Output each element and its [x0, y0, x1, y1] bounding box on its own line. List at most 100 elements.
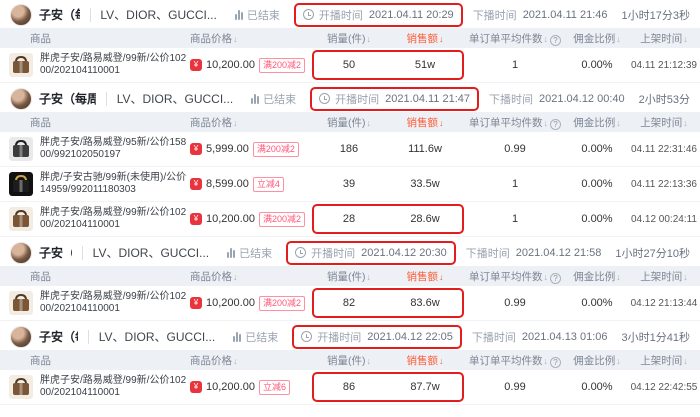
- commission-rate: 0.00%: [581, 213, 613, 225]
- end-time-value: 2021.04.13 01:06: [521, 330, 608, 343]
- listed-time: 04.12 22:42:55: [630, 381, 698, 393]
- column-header-commission[interactable]: 佣金比例↓: [573, 270, 621, 283]
- product-row[interactable]: 胖虎子安/路易威登/99新/公价10200/202104110001 ¥ 10,…: [0, 48, 700, 83]
- column-header-product: 商品: [30, 32, 51, 45]
- sort-arrow-icon: ↓: [233, 355, 238, 366]
- column-header-price[interactable]: 商品价格↓: [190, 32, 238, 45]
- sales-amount: 28.6w: [410, 213, 440, 225]
- commission-rate: 0.00%: [581, 178, 613, 190]
- column-header-product: 商品: [30, 354, 51, 367]
- sort-arrow-icon: ↓: [616, 117, 621, 128]
- streamer-avatar[interactable]: [10, 241, 32, 264]
- sort-arrow-icon: ↓: [616, 33, 621, 44]
- table-body: 胖虎子安/路易威登/99新/公价10200/202104110001 ¥ 10,…: [0, 286, 700, 321]
- start-time-value: 2021.04.12 22:05: [367, 330, 453, 343]
- product-price: 10,200.00: [206, 381, 255, 393]
- sales-qty: 28: [342, 213, 356, 225]
- sort-arrow-icon: ↓: [543, 271, 549, 282]
- stream-duration: 3小时1分41秒: [621, 331, 690, 344]
- clock-icon: [301, 331, 313, 342]
- table-body: 胖虎子安/路易威登/99新/公价10200/202104110001 ¥ 10,…: [0, 370, 700, 405]
- product-image: [9, 207, 33, 231]
- sort-arrow-icon: ↓: [683, 355, 688, 366]
- column-header-commission[interactable]: 佣金比例↓: [573, 354, 621, 367]
- sales-qty: 39: [342, 178, 356, 190]
- session-header: 子安（每周日～周四... LV、DIOR、GUCCI... 已结束 开播时间 2…: [0, 239, 700, 266]
- product-row[interactable]: 胖虎子安/路易威登/95新/公价15800/992102050197 ¥ 5,9…: [0, 132, 700, 167]
- streamer-avatar[interactable]: [10, 3, 32, 26]
- flash-price-icon: ¥: [190, 381, 202, 393]
- product-row[interactable]: 胖虎/子安古驰/99新(未使用)/公价14959/992011180303 ¥ …: [0, 167, 700, 202]
- streamer-name[interactable]: 子安（每周日～周四...: [39, 330, 78, 344]
- column-header-commission[interactable]: 佣金比例↓: [573, 116, 621, 129]
- discount-tag: 满200减2: [258, 211, 305, 227]
- help-icon[interactable]: ?: [550, 118, 561, 130]
- listed-time: 04.11 21:12:39: [631, 59, 697, 71]
- column-header-price[interactable]: 商品价格↓: [190, 354, 238, 367]
- column-header-avg-items[interactable]: 单订单平均件数↓?: [464, 115, 566, 130]
- column-header-qty[interactable]: 销量(件)↓: [327, 32, 371, 45]
- column-header-qty[interactable]: 销量(件)↓: [327, 270, 371, 283]
- product-row[interactable]: 胖虎子安/路易威登/99新/公价10200/202104110001 ¥ 10,…: [0, 286, 700, 321]
- column-header-qty[interactable]: 销量(件)↓: [327, 116, 371, 129]
- help-icon[interactable]: ?: [550, 34, 561, 46]
- stream-duration: 1小时27分10秒: [615, 247, 690, 260]
- streamer-avatar[interactable]: [10, 325, 32, 348]
- column-header-price[interactable]: 商品价格↓: [190, 270, 238, 283]
- start-time-label: 开播时间: [318, 9, 363, 22]
- streamer-name[interactable]: 子安（每周日～周四...: [39, 92, 97, 106]
- commission-rate: 0.00%: [581, 59, 613, 71]
- column-header-amount[interactable]: 销售额↓: [406, 32, 444, 45]
- status-label: 已结束: [239, 247, 273, 260]
- end-time-group: 下播时间 2021.04.11 21:46: [473, 7, 608, 23]
- column-header-amount[interactable]: 销售额↓: [406, 354, 444, 367]
- avg-items-per-order: 1: [511, 213, 519, 225]
- annotation-box-start-time: 开播时间 2021.04.11 20:29: [293, 2, 463, 27]
- help-icon[interactable]: ?: [550, 272, 561, 284]
- streamer-name[interactable]: 子安（每周日～周四...: [39, 246, 73, 260]
- product-row[interactable]: 胖虎子安/路易威登/99新/公价10200/202104110001 ¥ 10,…: [0, 202, 700, 237]
- avg-items-per-order: 1: [511, 59, 519, 71]
- column-header-listed-time[interactable]: 上架时间↓: [640, 354, 688, 367]
- commission-rate: 0.00%: [581, 381, 613, 393]
- column-header-listed-time[interactable]: 上架时间↓: [640, 32, 688, 45]
- product-cell: 胖虎/子安古驰/99新(未使用)/公价14959/992011180303: [0, 172, 190, 196]
- status-label: 已结束: [246, 9, 280, 22]
- product-image: [9, 53, 33, 77]
- listed-time: 04.11 22:31:46: [631, 143, 697, 155]
- session-header: 子安（每周日～周四... LV、DIOR、GUCCI... 已结束 开播时间 2…: [0, 85, 700, 112]
- annotation-box-start-time: 开播时间 2021.04.11 21:47: [310, 86, 479, 111]
- column-header-amount[interactable]: 销售额↓: [406, 116, 444, 129]
- column-header-commission[interactable]: 佣金比例↓: [573, 32, 621, 45]
- column-header-product: 商品: [30, 270, 51, 283]
- column-header-listed-time[interactable]: 上架时间↓: [640, 116, 688, 129]
- column-header-avg-items[interactable]: 单订单平均件数↓?: [464, 353, 566, 368]
- product-name: 胖虎子安/路易威登/95新/公价15800/992102050197: [40, 137, 187, 160]
- bar-chart-icon: [234, 9, 243, 20]
- product-image: [9, 172, 33, 196]
- sales-qty: 50: [342, 59, 356, 71]
- column-header-avg-items[interactable]: 单订单平均件数↓?: [464, 269, 566, 284]
- start-time-value: 2021.04.11 20:29: [368, 8, 454, 21]
- flash-price-icon: ¥: [190, 178, 202, 190]
- streamer-name[interactable]: 子安（每周日～周四...: [39, 8, 80, 22]
- help-icon[interactable]: ?: [550, 356, 561, 368]
- product-row[interactable]: 胖虎子安/路易威登/99新/公价10200/202104110001 ¥ 10,…: [0, 370, 700, 405]
- column-header-avg-items[interactable]: 单订单平均件数↓?: [464, 31, 566, 46]
- brand-list: LV、DIOR、GUCCI...: [98, 330, 216, 344]
- brand-list: LV、DIOR、GUCCI...: [100, 8, 217, 22]
- sort-arrow-icon: ↓: [366, 355, 372, 366]
- column-header-amount[interactable]: 销售额↓: [406, 270, 444, 283]
- column-header-qty[interactable]: 销量(件)↓: [327, 354, 372, 367]
- column-header-price[interactable]: 商品价格↓: [190, 116, 238, 129]
- sales-amount: 51w: [414, 59, 436, 71]
- streamer-avatar[interactable]: [10, 87, 32, 110]
- product-cell: 胖虎子安/路易威登/99新/公价10200/202104110001: [0, 53, 190, 77]
- column-header-listed-time[interactable]: 上架时间↓: [640, 270, 688, 283]
- product-cell: 胖虎子安/路易威登/99新/公价10200/202104110001: [0, 207, 190, 231]
- price-cell: ¥ 10,200.00 满200减2: [190, 57, 312, 73]
- sort-arrow-icon: ↓: [233, 33, 238, 44]
- start-time-label: 开播时间: [335, 93, 380, 106]
- product-price: 10,200.00: [206, 59, 255, 71]
- bar-chart-icon: [233, 331, 242, 342]
